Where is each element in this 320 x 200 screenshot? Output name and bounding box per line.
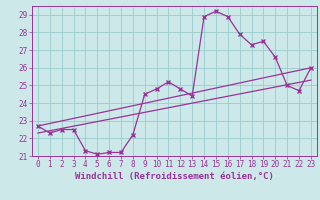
X-axis label: Windchill (Refroidissement éolien,°C): Windchill (Refroidissement éolien,°C)	[75, 172, 274, 181]
